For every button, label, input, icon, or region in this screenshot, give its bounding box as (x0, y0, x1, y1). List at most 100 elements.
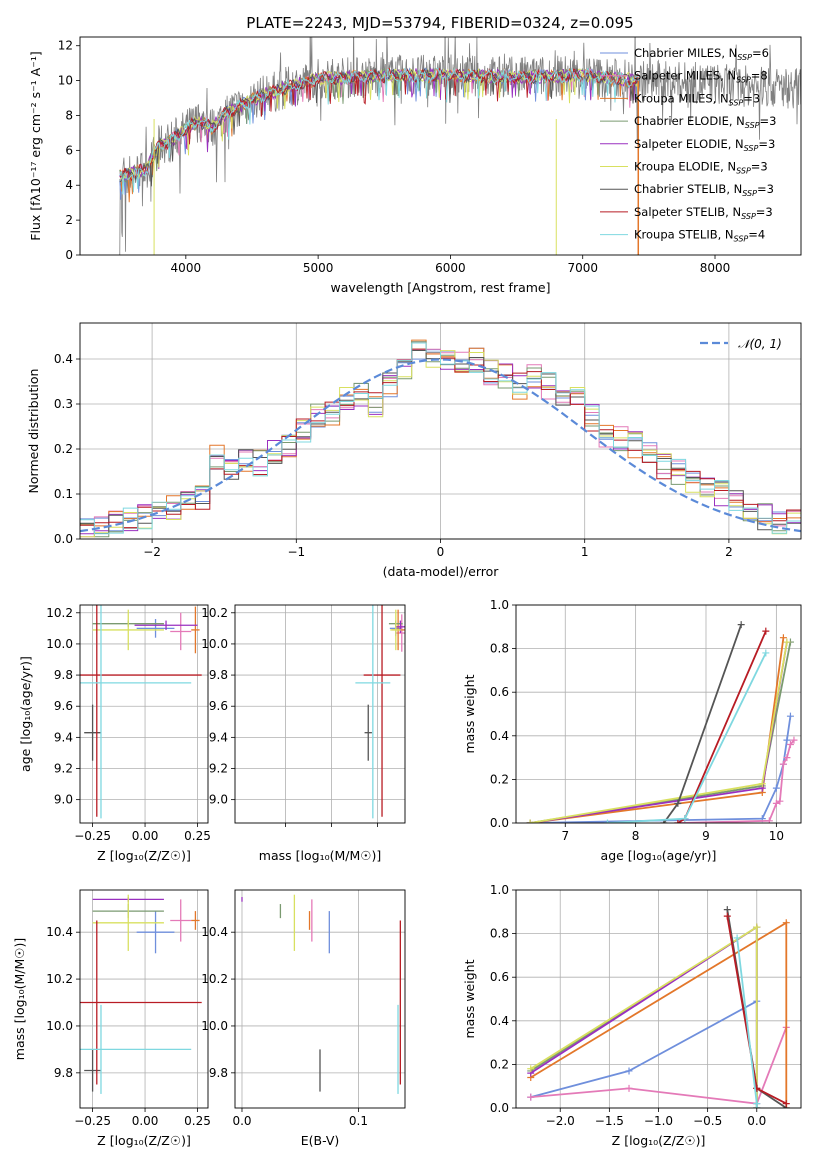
legend: 𝒩(0, 1) (700, 337, 782, 351)
y-tick-label: 10 (58, 74, 73, 88)
panel-age_vs_mass: 9.0 9.2 9.4 9.6 9.8 10.0 10.2 mass [log₁₀(M/M☉)… (201, 604, 406, 863)
axes-frame (515, 604, 802, 824)
legend-suffix: =4 (748, 228, 765, 242)
y-tick-label: 9.6 (209, 699, 228, 713)
y-tick-label: 0.3 (54, 397, 73, 411)
y-tick-label: 0.0 (54, 532, 73, 546)
y-tick-label: 8 (65, 108, 73, 122)
legend-entry-gaussian: 𝒩(0, 1) (738, 337, 782, 351)
errorbar-salpeter_stelib (80, 920, 202, 1085)
axes-frame (79, 604, 209, 824)
panel-residual_hist: −2 −1 0 1 2 0.0 0.1 0.2 0.3 0.4 (data-model)/error… (26, 322, 802, 579)
legend-sub: SSP (729, 98, 744, 107)
x-axis-label: wavelength [Angstrom, rest frame] (330, 280, 550, 295)
series-marker (723, 912, 731, 920)
series-line (530, 716, 792, 823)
x-tick-label: −1 (287, 545, 305, 559)
y-tick-label: 0.2 (490, 1057, 509, 1071)
series-marker (786, 741, 794, 749)
legend-suffix: =3 (756, 205, 773, 219)
x-tick-label: 8 (632, 829, 640, 843)
x-tick-label: 0.25 (184, 1114, 211, 1128)
y-axis-label: Normed distribution (26, 369, 41, 494)
y-tick-label: 9.2 (209, 762, 228, 776)
x-tick-label: −0.25 (74, 1114, 111, 1128)
legend-sub: SSP (736, 167, 751, 176)
panel-cum_mass_vs_age: 7 8 9 10 0.0 0.2 0.4 0.6 0.8 1.0 age [log₁₀(age/yr… (462, 598, 802, 863)
y-tick-label: 10.2 (201, 972, 228, 986)
y-tick-label: 10.0 (46, 1019, 73, 1033)
series-salpeter_miles (674, 736, 798, 823)
x-tick-label: −1.0 (644, 1114, 673, 1128)
series-marker (783, 754, 791, 762)
series-marker (772, 784, 780, 792)
y-tick-label: 9.8 (54, 668, 73, 682)
series-marker (527, 1065, 535, 1073)
plot-data (527, 906, 790, 1108)
y-tick-label: 10.2 (46, 606, 73, 620)
panel-cum_mass_vs_Z: −2.0 −1.5 −1.0 −0.5 0.0 0.0 0.2 0.4 0.6 0.8 1.0 Z [… (462, 883, 802, 1148)
legend-sub: SSP (741, 212, 756, 221)
series-marker (762, 627, 770, 635)
y-tick-label: 10.2 (201, 606, 228, 620)
legend-suffix: =3 (758, 137, 775, 151)
errorbar-salpeter_miles (170, 612, 192, 651)
series-marker (765, 817, 773, 823)
errorbar-salpeter_stelib (363, 605, 401, 817)
figure-title: PLATE=2243, MJD=53794, FIBERID=0324, z=0… (246, 14, 633, 32)
plot-area (516, 605, 801, 823)
series-marker (758, 780, 766, 788)
series-marker (733, 934, 741, 942)
x-axis-label: Z [log₁₀(Z/Z☉)] (97, 848, 191, 863)
panel-mass_vs_Z: −0.25 0.00 0.25 9.8 10.0 10.2 10.4 Z [log₁₀(Z/Z… (12, 889, 211, 1148)
errorbar-kroupa_stelib (355, 605, 391, 819)
legend-sub: SSP (745, 121, 760, 130)
y-axis-label: Flux [fλ10⁻¹⁷ erg cm⁻² s⁻¹ A⁻¹] (28, 51, 43, 240)
series-marker (625, 1067, 633, 1075)
errorbar-kroupa_stelib (80, 605, 192, 819)
panel-age_vs_Z: −0.25 0.00 0.25 9.0 9.2 9.4 9.6 9.8 10.0 10.2 Z [l… (18, 604, 211, 863)
y-tick-label: 2 (65, 213, 73, 227)
series-marker (790, 736, 798, 744)
legend-entry-kroupa_stelib: Kroupa STELIB, NSSP=4 (634, 228, 765, 244)
series-marker (783, 736, 791, 744)
y-tick-label: 9.2 (54, 762, 73, 776)
series-marker (723, 906, 731, 914)
y-tick-label: 0.2 (54, 442, 73, 456)
model-spectrum-salpeter_stelib (119, 67, 639, 182)
legend-sub: SSP (736, 76, 751, 85)
plot-data (526, 621, 798, 823)
series-kroupa_stelib (603, 649, 770, 823)
series-line (530, 1026, 788, 1105)
legend-sub: SSP (744, 144, 759, 153)
y-tick-label: 9.4 (209, 730, 228, 744)
errorbar-kroupa_miles (191, 911, 200, 930)
x-tick-label: 6000 (435, 261, 466, 275)
legend-entry-chabrier_stelib: Chabrier STELIB, NSSP=3 (634, 182, 774, 198)
y-tick-label: 0.4 (490, 1014, 509, 1028)
series-marker (772, 799, 780, 807)
x-tick-label: 1 (581, 545, 589, 559)
legend-entry-kroupa_miles: Kroupa MILES, NSSP=3 (634, 91, 760, 107)
legend-label: Chabrier ELODIE, N (634, 114, 745, 128)
y-tick-label: 0.6 (490, 970, 509, 984)
x-tick-label: −2 (143, 545, 161, 559)
errorbar-chabrier_miles (136, 911, 175, 954)
y-tick-label: 0 (65, 248, 73, 262)
x-tick-label: 0.0 (747, 1114, 766, 1128)
panel-mass_vs_ebv: 0.0 0.1 9.8 10.0 10.2 10.4 E(B-V) (201, 889, 406, 1148)
errorbar-kroupa_miles (191, 606, 200, 654)
series-marker (782, 1100, 790, 1108)
axes-frame (234, 604, 406, 824)
gaussian-curve (80, 358, 801, 533)
y-tick-label: 4 (65, 178, 73, 192)
plot-data (80, 339, 801, 538)
x-tick-label: −2.0 (546, 1114, 575, 1128)
y-tick-label: 0.8 (490, 927, 509, 941)
plot-data (80, 605, 202, 819)
x-axis-label: age [log₁₀(age/yr)] (601, 848, 717, 863)
y-tick-label: 1.0 (490, 598, 509, 612)
series-marker (762, 649, 770, 657)
x-tick-label: 7000 (567, 261, 598, 275)
